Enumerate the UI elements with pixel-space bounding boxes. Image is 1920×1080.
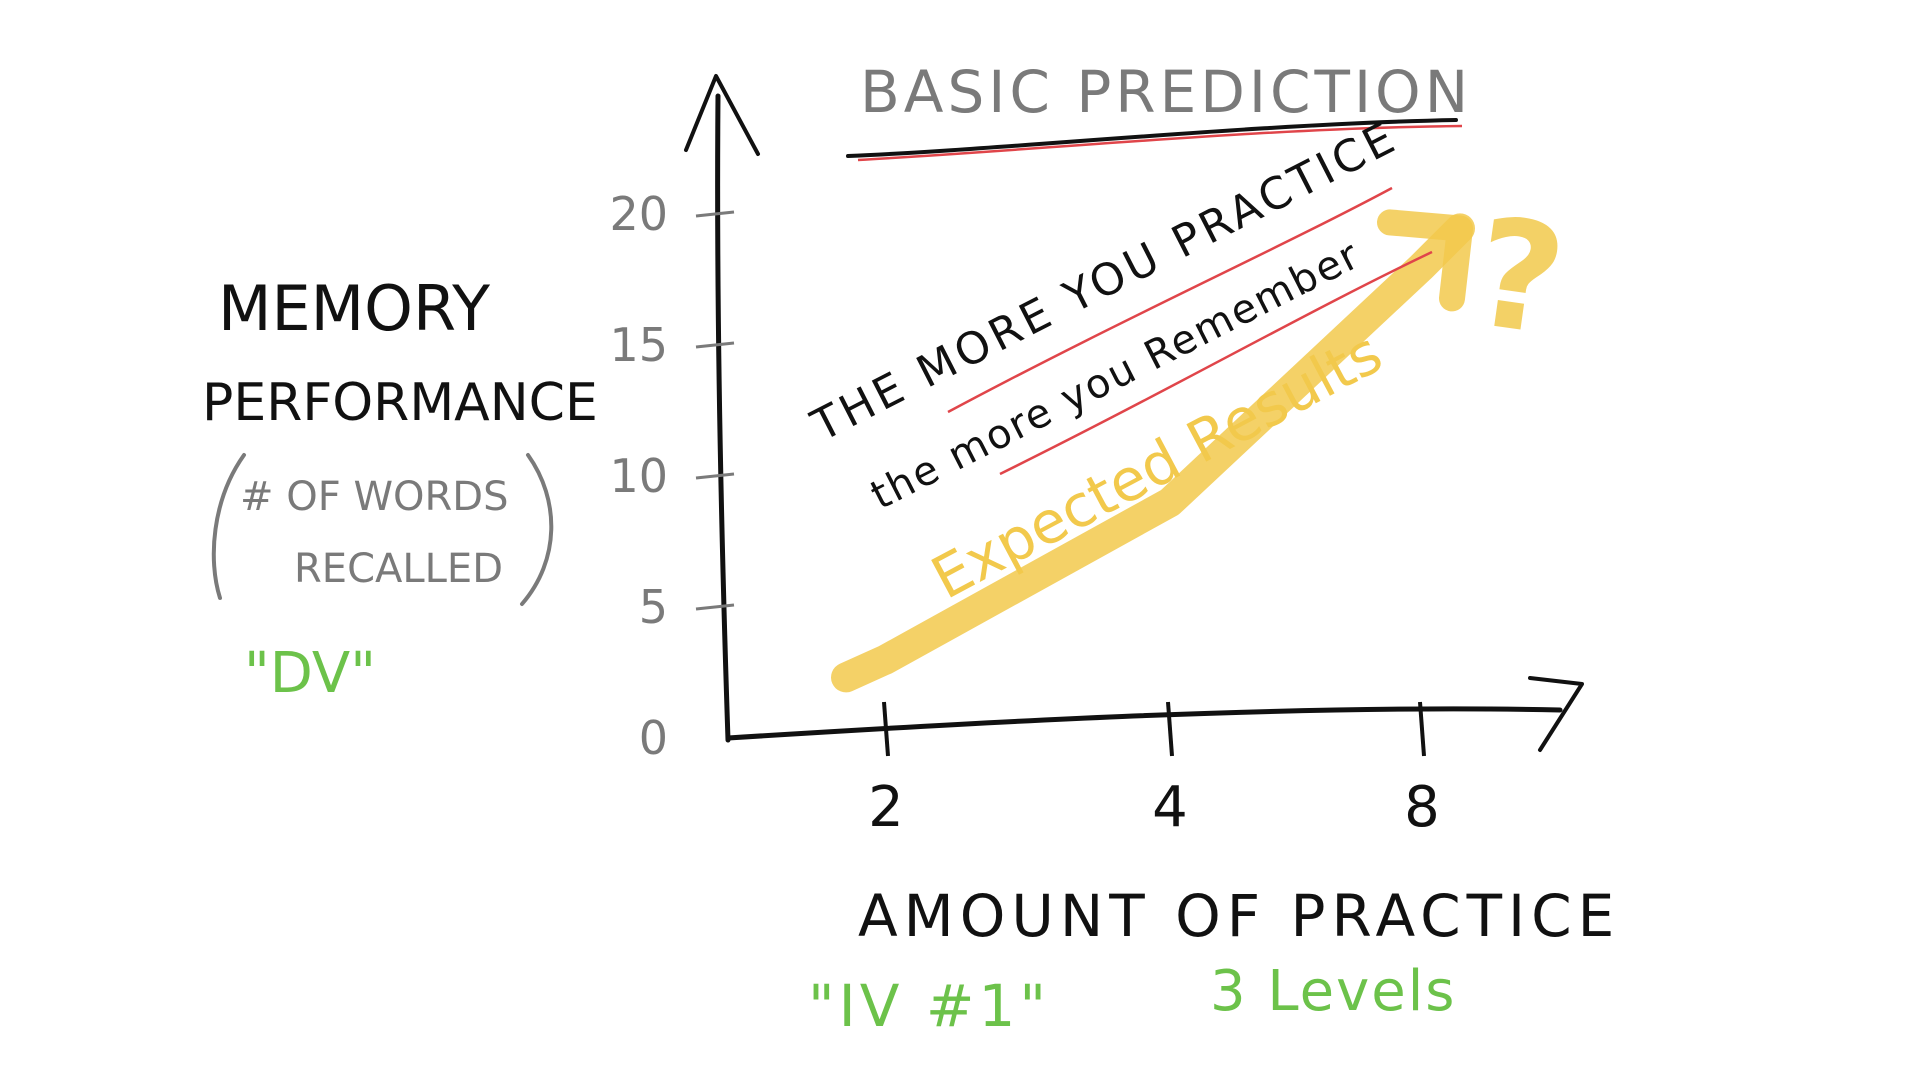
title-underline xyxy=(846,118,1458,158)
prediction-line-2-underline xyxy=(999,250,1433,476)
trend-question-mark: ? xyxy=(1464,186,1574,370)
x-axis-arrowhead xyxy=(1528,676,1584,752)
x-tick-mark xyxy=(1418,701,1426,757)
x-tick-label: 2 xyxy=(868,775,904,840)
y-tick-mark xyxy=(695,341,735,349)
series-expected-results-arrowhead xyxy=(1377,209,1473,312)
levels-annotation: 3 Levels xyxy=(1210,959,1456,1024)
y-axis-line xyxy=(715,93,731,743)
y-axis-unit-line1: # OF WORDS xyxy=(240,474,508,520)
y-tick-mark xyxy=(695,603,735,611)
x-axis-label: AMOUNT OF PRACTICE xyxy=(858,882,1620,950)
y-tick-mark xyxy=(695,210,735,218)
paren-right xyxy=(520,453,554,606)
y-tick-label: 10 xyxy=(609,449,668,503)
y-tick-label: 0 xyxy=(639,711,668,765)
y-axis-label-line1: MEMORY xyxy=(218,272,490,345)
y-axis-unit-line2: RECALLED xyxy=(294,546,503,592)
title-underline-red xyxy=(857,124,1463,162)
iv-annotation: "IV #1" xyxy=(808,972,1050,1040)
x-tick-label: 8 xyxy=(1404,775,1440,840)
x-axis-line xyxy=(725,706,1563,741)
x-tick-mark xyxy=(882,701,890,757)
x-tick-label: 4 xyxy=(1152,775,1188,840)
y-tick-mark xyxy=(695,472,735,480)
y-axis-arrowhead xyxy=(684,74,760,156)
y-tick-label: 5 xyxy=(639,580,668,634)
prediction-line-1-underline xyxy=(947,186,1393,414)
y-tick-label: 20 xyxy=(609,187,668,241)
y-axis-label-line2: PERFORMANCE xyxy=(202,373,598,433)
paren-left xyxy=(211,453,246,600)
dv-annotation: "DV" xyxy=(244,641,376,706)
y-tick-label: 15 xyxy=(609,318,668,372)
chart-title: BASIC PREDICTION xyxy=(860,58,1472,126)
x-tick-mark xyxy=(1166,701,1174,757)
